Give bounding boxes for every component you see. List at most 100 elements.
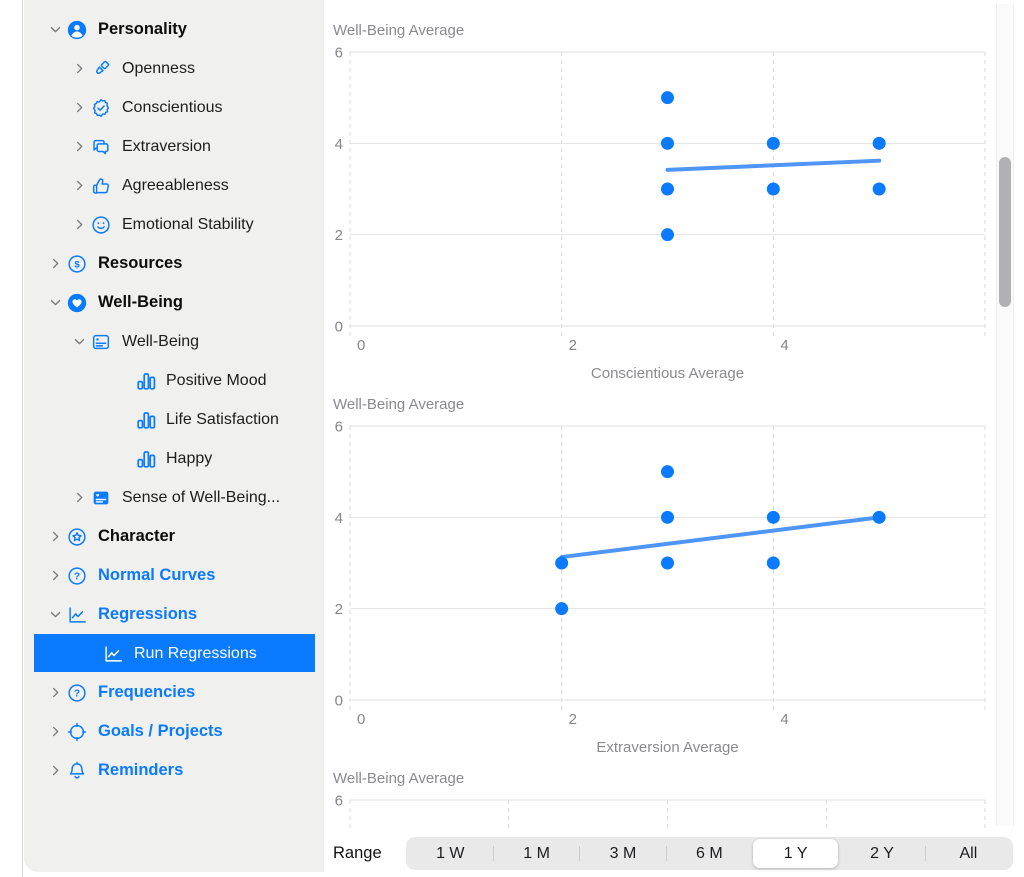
range-segment-6-m[interactable]: 6 M xyxy=(695,844,723,862)
chevron-right-icon[interactable] xyxy=(44,725,66,738)
chevron-right-icon[interactable] xyxy=(68,140,90,153)
y-axis-title: Well-Being Average xyxy=(333,396,464,413)
row-content: Happy xyxy=(24,439,324,478)
row-content: Extraversion xyxy=(24,127,324,166)
range-segment-1-y[interactable]: 1 Y xyxy=(753,839,839,868)
data-point xyxy=(555,556,569,570)
chevron-down-icon[interactable] xyxy=(44,296,66,309)
sidebar-item-goals-projects[interactable]: Goals / Projects xyxy=(24,712,324,751)
sidebar-item-reminders[interactable]: Reminders xyxy=(24,751,324,790)
data-point xyxy=(872,136,886,150)
smiley-icon xyxy=(90,214,120,236)
sidebar-item-personality[interactable]: Personality xyxy=(24,10,324,49)
chevron-down-icon[interactable] xyxy=(68,335,90,348)
sidebar-item-character[interactable]: Character xyxy=(24,517,324,556)
chat-bubbles-icon xyxy=(90,136,120,158)
y-tick-label: 4 xyxy=(335,136,343,153)
line-chart-icon xyxy=(66,604,96,626)
sidebar-item-life-satisfaction[interactable]: Life Satisfaction xyxy=(24,400,324,439)
row-content: Positive Mood xyxy=(24,361,324,400)
sidebar-item-openness[interactable]: Openness xyxy=(24,49,324,88)
sidebar-item-extraversion[interactable]: Extraversion xyxy=(24,127,324,166)
chevron-down-icon[interactable] xyxy=(44,608,66,621)
sidebar-item-frequencies[interactable]: ? Frequencies xyxy=(24,673,324,712)
sidebar-item-run-regressions[interactable]: Run Regressions xyxy=(24,634,324,673)
row-content: Personality xyxy=(24,10,324,49)
row-content: Well-Being xyxy=(24,283,324,322)
sidebar-item-label: Sense of Well-Being... xyxy=(122,488,281,506)
sidebar-item-positive-mood[interactable]: Positive Mood xyxy=(24,361,324,400)
sidebar-item-agreeableness[interactable]: Agreeableness xyxy=(24,166,324,205)
sidebar-item-conscientious[interactable]: Conscientious xyxy=(24,88,324,127)
sidebar-item-sense-of-well-being[interactable]: Sense of Well-Being... xyxy=(24,478,324,517)
chevron-right-icon[interactable] xyxy=(44,569,66,582)
chevron-right-icon[interactable] xyxy=(68,218,90,231)
scrollbar-thumb[interactable] xyxy=(999,157,1011,307)
line-chart-icon xyxy=(102,643,132,665)
sidebar-item-well-being[interactable]: Well-Being xyxy=(24,283,324,322)
dollar-circle-icon: $ xyxy=(66,253,96,275)
svg-text:?: ? xyxy=(74,571,80,582)
chevron-right-icon[interactable] xyxy=(68,179,90,192)
heart-circle-icon xyxy=(66,292,96,314)
bar-chart-icon xyxy=(134,408,164,432)
chevron-down-icon[interactable] xyxy=(44,23,66,36)
svg-text:$: $ xyxy=(74,259,80,270)
segment-separator xyxy=(924,846,926,861)
range-segment-1-m[interactable]: 1 M xyxy=(523,844,550,862)
sidebar-item-label: Character xyxy=(98,527,176,545)
chevron-right-icon[interactable] xyxy=(44,530,66,543)
y-axis-title: Well-Being Average xyxy=(333,22,464,39)
data-point xyxy=(661,556,674,570)
sidebar-item-label: Run Regressions xyxy=(134,644,257,662)
sidebar-item-label: Well-Being xyxy=(122,332,200,350)
row-content: Emotional Stability xyxy=(24,205,324,244)
sidebar-item-regressions[interactable]: Regressions xyxy=(24,595,324,634)
chevron-right-icon[interactable] xyxy=(68,101,90,114)
range-bar: Range 1 W 1 M 3 M 6 M 1 Y 2 Y All xyxy=(325,830,1024,877)
row-content: Regressions xyxy=(24,595,324,634)
chevron-right-icon[interactable] xyxy=(68,491,90,504)
chart-canvas: Well-Being Average 0 2 4 6 0 2 4 Conscientious A… xyxy=(333,22,986,382)
sidebar-item-label: Extraversion xyxy=(122,137,211,155)
row-content: Sense of Well-Being... xyxy=(24,478,324,517)
sidebar-item-label: Frequencies xyxy=(98,683,196,701)
segment-separator xyxy=(665,846,667,861)
sidebar-item-label: Personality xyxy=(98,20,187,38)
chevron-right-icon[interactable] xyxy=(44,764,66,777)
range-segment-1-w[interactable]: 1 W xyxy=(436,844,465,862)
sidebar-item-label: Agreeableness xyxy=(122,176,229,194)
data-point xyxy=(661,136,674,150)
sidebar-item-label: Conscientious xyxy=(122,98,223,116)
chevron-right-icon[interactable] xyxy=(44,257,66,270)
card-lines-icon xyxy=(90,331,120,353)
scrollbar-track[interactable] xyxy=(996,4,1014,826)
range-segment-2-y[interactable]: 2 Y xyxy=(870,844,894,862)
row-content: Reminders xyxy=(24,751,324,790)
x-tick-label: 4 xyxy=(780,711,788,728)
row-content: Character xyxy=(24,517,324,556)
sidebar-item-well-being[interactable]: Well-Being xyxy=(24,322,324,361)
x-axis-title: Conscientious Average xyxy=(591,365,744,382)
data-point xyxy=(766,510,780,524)
row-content: ? Normal Curves xyxy=(24,556,324,595)
data-point xyxy=(766,182,780,196)
sidebar-item-label: Happy xyxy=(166,449,213,467)
scatter-chart-conscientious: Well-Being Average 0 2 4 6 0 2 4 Conscientious A… xyxy=(325,15,1024,387)
range-segmented-control: 1 W 1 M 3 M 6 M 1 Y 2 Y All xyxy=(405,837,1013,870)
chevron-right-icon[interactable] xyxy=(68,62,90,75)
sidebar-item-emotional-stability[interactable]: Emotional Stability xyxy=(24,205,324,244)
target-icon xyxy=(66,721,96,743)
sidebar-item-label: Reminders xyxy=(98,761,184,779)
range-segment-all[interactable]: All xyxy=(959,844,978,862)
sidebar-item-normal-curves[interactable]: ? Normal Curves xyxy=(24,556,324,595)
row-content: Well-Being xyxy=(24,322,324,361)
sidebar-item-resources[interactable]: $ Resources xyxy=(24,244,324,283)
row-content: ? Frequencies xyxy=(24,673,324,712)
range-segment-3-m[interactable]: 3 M xyxy=(609,844,637,862)
main-content: Well-Being Average 0 2 4 6 0 2 4 Conscientious A… xyxy=(325,0,1024,877)
sidebar-item-happy[interactable]: Happy xyxy=(24,439,324,478)
scatter-chart-extraversion: Well-Being Average 0 2 4 6 0 2 4 Extraversion Av… xyxy=(325,389,1024,761)
chevron-right-icon[interactable] xyxy=(44,686,66,699)
